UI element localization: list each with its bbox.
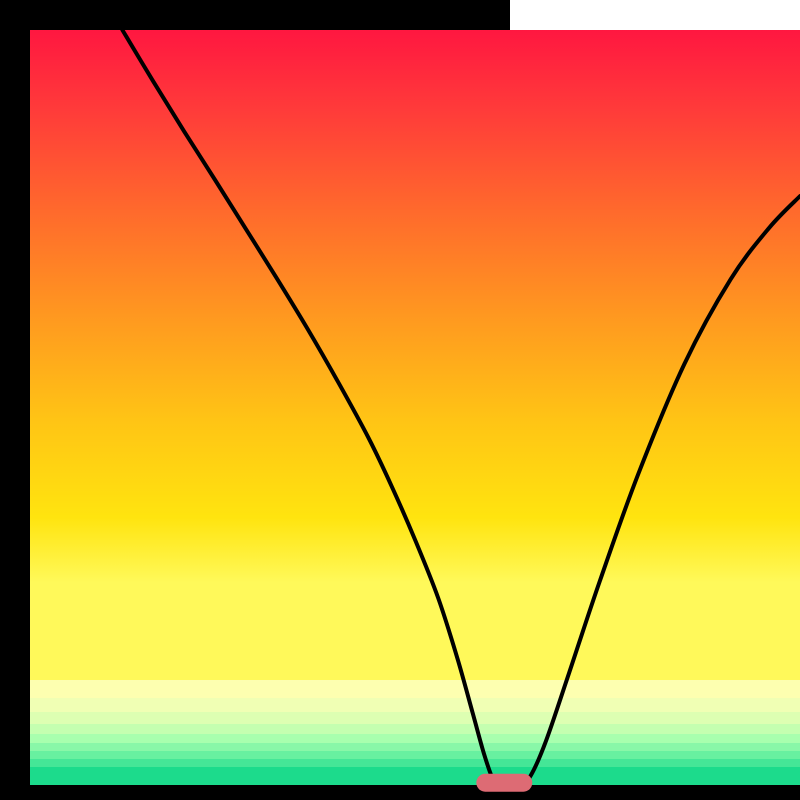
chart-background-band [30,712,800,724]
bottleneck-chart-stage: TheBottleneck.com [0,0,800,800]
optimum-marker [476,774,532,792]
chart-background-band [30,759,800,767]
chart-background-band [30,734,800,743]
chart-background-gradient [30,30,800,680]
chart-background-band [30,698,800,712]
chart-background-band [30,751,800,759]
chart-background-band [30,743,800,751]
chart-background-band [30,680,800,698]
watermark-background [510,0,800,30]
bottleneck-curve-chart [0,0,800,800]
chart-background-band [30,724,800,734]
chart-background-band [30,767,800,785]
